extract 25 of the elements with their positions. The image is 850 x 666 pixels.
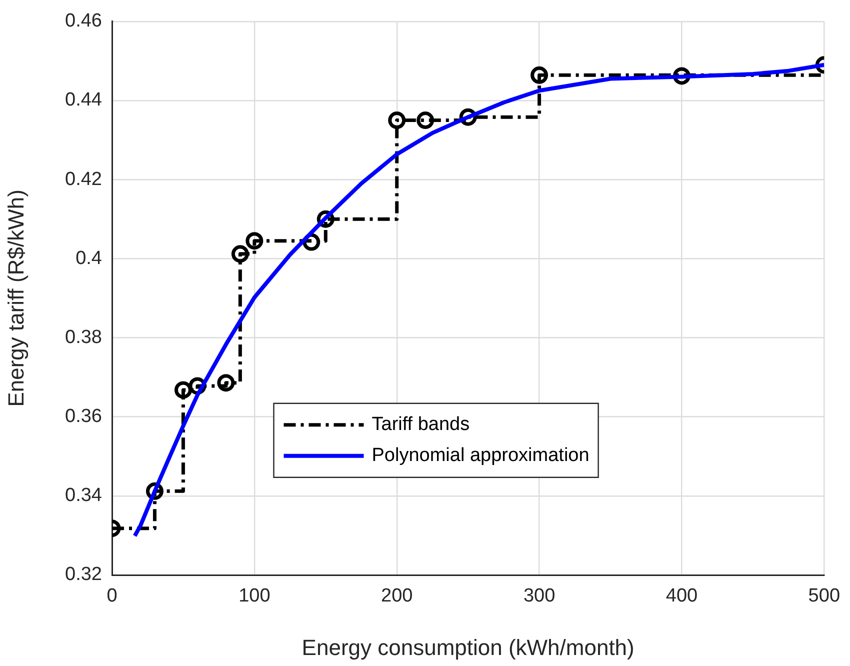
- y-tick-label: 0.42: [65, 168, 102, 190]
- x-tick-label: 200: [381, 586, 413, 607]
- legend-label: Tariff bands: [372, 414, 470, 436]
- point: [217, 374, 235, 392]
- point: [416, 112, 434, 130]
- x-tick-label: 300: [523, 586, 556, 607]
- y-tick-label: 0.4: [76, 248, 102, 269]
- x-tick-label: 0: [106, 586, 118, 607]
- y-tick-label: 0.44: [65, 90, 102, 111]
- point: [174, 381, 192, 399]
- y-axis-title: Energy tariff (R$/kWh): [3, 190, 28, 407]
- point: [530, 66, 548, 84]
- x-tick-label: 100: [238, 586, 270, 607]
- legend-label: Polynomial approximation: [372, 445, 590, 466]
- y-tick-label: 0.36: [65, 406, 102, 428]
- y-tick-label: 0.46: [65, 10, 102, 32]
- x-tick-label: 500: [808, 586, 840, 607]
- y-tick-label: 0.38: [65, 326, 102, 348]
- point: [231, 245, 249, 263]
- y-tick-label: 0.32: [65, 564, 102, 586]
- x-axis-title: Energy consumption (kWh/month): [302, 634, 634, 660]
- y-tick-label: 0.34: [65, 485, 102, 506]
- point: [388, 112, 406, 130]
- point: [246, 232, 264, 250]
- x-tick-label: 400: [666, 586, 698, 607]
